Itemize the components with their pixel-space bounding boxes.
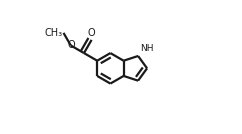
Text: CH₃: CH₃: [44, 28, 62, 38]
Text: O: O: [68, 40, 75, 50]
Text: O: O: [88, 28, 95, 38]
Text: NH: NH: [140, 44, 154, 53]
